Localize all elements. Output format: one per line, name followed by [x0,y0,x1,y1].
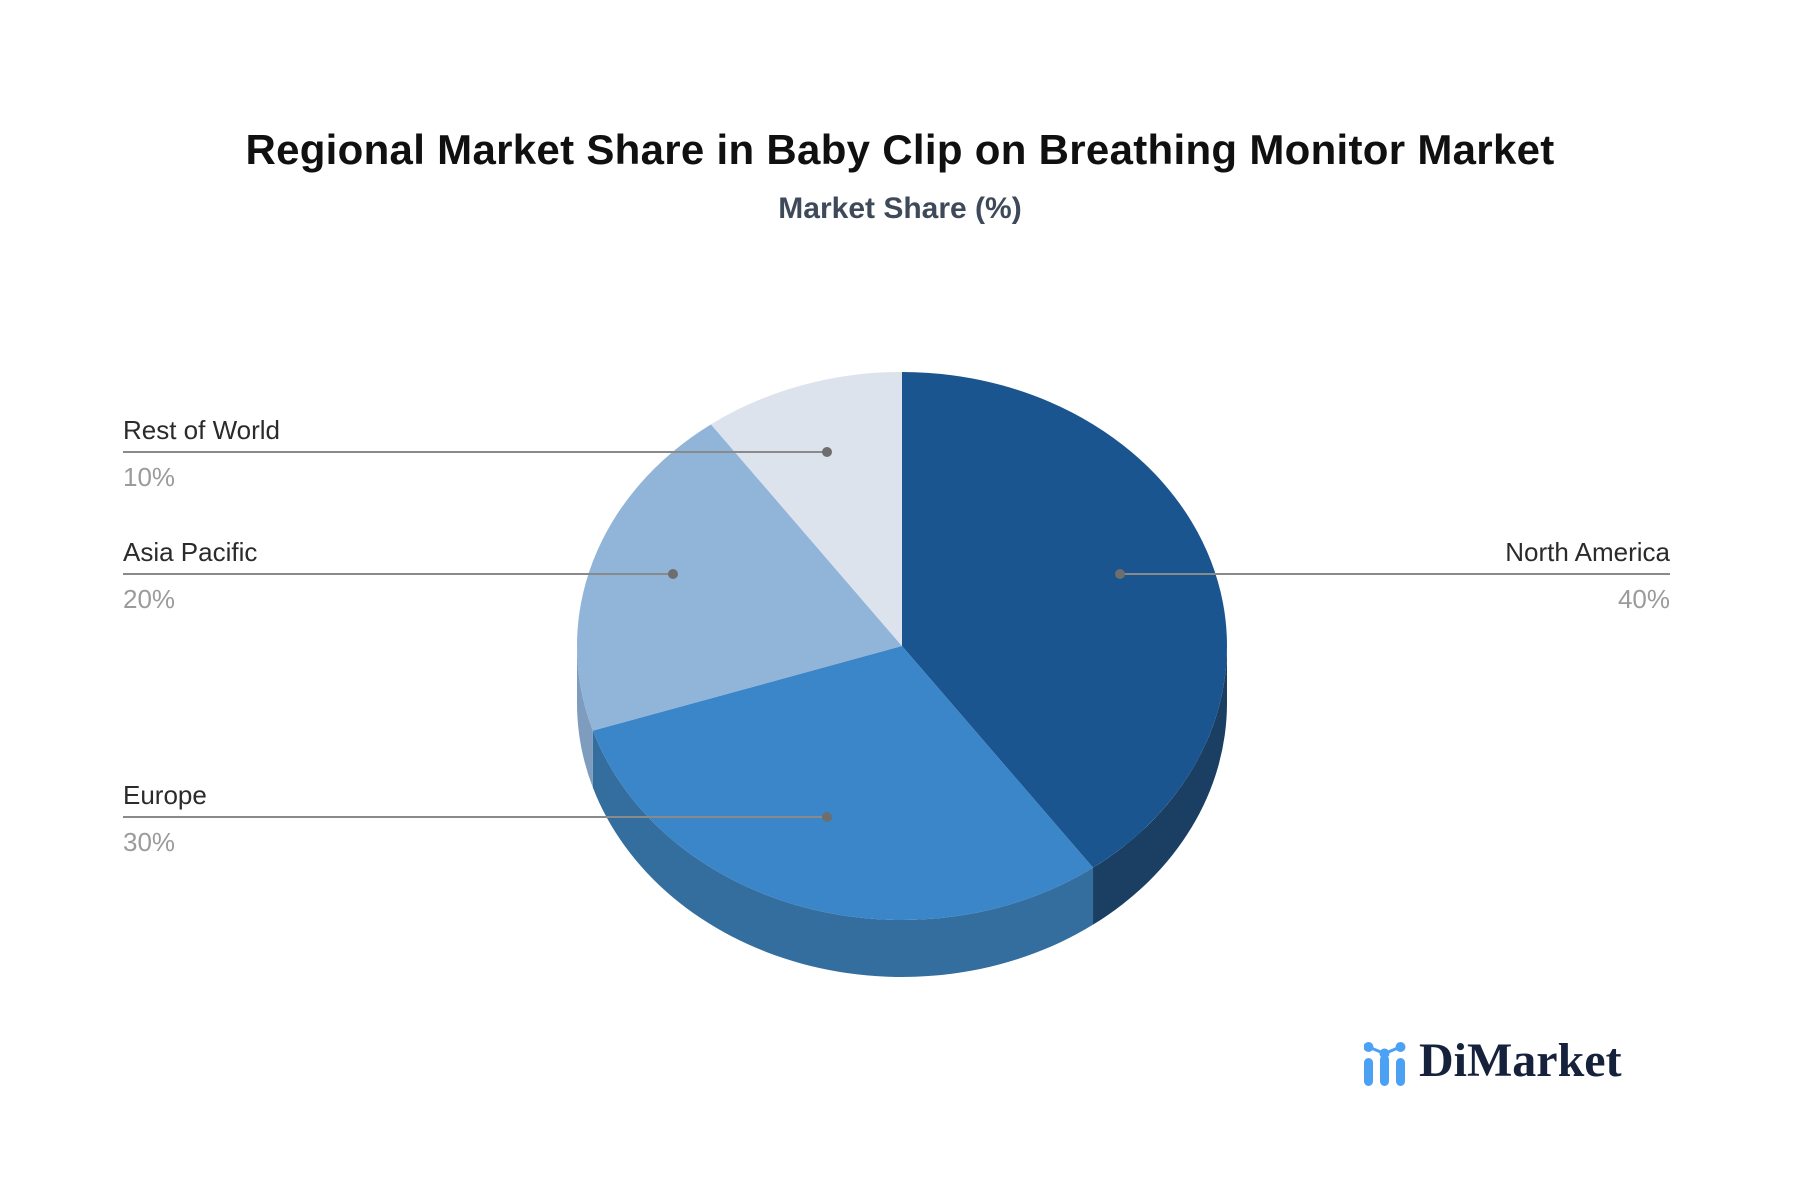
slice-label-name: North America [1505,537,1670,567]
bar-chart-logo-icon [1364,1042,1406,1086]
pie-slice-side-europe [592,730,1094,977]
label-connector-dot-asia-pacific [668,569,678,579]
pie-slice-north-america [902,372,1227,868]
pie-slice-rest-of-world [710,372,902,646]
slice-label-name: Europe [123,780,207,810]
slice-label-value: 40% [1617,584,1670,614]
chart-title: Regional Market Share in Baby Clip on Br… [245,126,1555,173]
pie-slice-side-north-america [1093,646,1227,925]
dimarket-logo: DiMarket [1364,1036,1622,1086]
slice-label-value: 30% [123,827,176,857]
dimarket-logo-text: DiMarket [1419,1034,1622,1087]
slice-label-name: Rest of World [123,415,281,445]
slice-label-value: 20% [123,584,176,614]
pie-slice-side-asia-pacific [577,646,593,788]
chart-subtitle: Market Share (%) [778,192,1022,225]
label-connector-dot-europe [822,812,832,822]
slice-label-name: Asia Pacific [123,537,258,567]
slice-label-value: 10% [123,462,176,492]
pie-slice-asia-pacific [577,424,902,731]
label-connector-dot-rest-of-world [822,447,832,457]
label-connector-dot-north-america [1115,569,1125,579]
pie-slice-europe [592,646,1094,920]
